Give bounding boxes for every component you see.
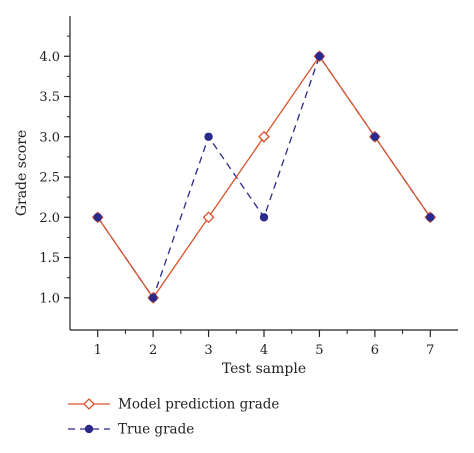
y-tick-label: 1.5	[39, 251, 60, 266]
true-grade-point	[426, 213, 435, 222]
y-tick-label: 3.5	[39, 90, 60, 105]
legend: Model prediction grade True grade	[68, 397, 279, 438]
x-tick-label: 1	[94, 343, 102, 358]
x-tick-label: 6	[371, 343, 379, 358]
legend-swatch-diamond-marker	[83, 398, 95, 410]
legend-swatch-circle-marker	[84, 424, 94, 434]
model-prediction-line	[97, 55, 431, 299]
y-axis-label: Grade score	[14, 130, 30, 216]
y-tick-label: 2.5	[39, 171, 60, 186]
true-grade-point	[370, 132, 380, 141]
x-axis-label: Test sample	[222, 361, 306, 377]
legend-item-true-grade: True grade	[68, 422, 194, 438]
model-prediction-point	[258, 130, 270, 143]
true-grade-point	[93, 213, 102, 222]
x-tick-label: 2	[149, 343, 157, 358]
legend-label: Model prediction grade	[118, 397, 279, 413]
y-tick-label: 1.0	[39, 291, 60, 306]
x-tick-label: 3	[204, 343, 212, 358]
legend-label: True grade	[118, 422, 194, 438]
series-lines	[97, 54, 431, 300]
x-tick-label: 4	[260, 343, 268, 358]
y-tick-label: 2.0	[39, 211, 60, 226]
x-tick-label: 5	[315, 343, 323, 358]
series-markers	[91, 50, 437, 304]
true-grade-point	[204, 132, 213, 141]
y-ticks: 1.0 1.5 2.0 2.5 3.0 3.5 4.0	[39, 35, 70, 306]
y-tick-label: 3.0	[39, 130, 60, 145]
x-tick-label: 7	[426, 343, 434, 358]
true-grade-point	[315, 52, 324, 61]
true-grade-point	[148, 293, 158, 302]
model-prediction-point	[202, 211, 215, 224]
true-grade-point	[259, 213, 269, 222]
y-tick-label: 4.0	[39, 50, 60, 65]
true-grade-line	[97, 54, 431, 300]
x-ticks: 1 2 3 4 5 6 7	[94, 330, 434, 358]
legend-item-model-prediction: Model prediction grade	[68, 397, 279, 413]
